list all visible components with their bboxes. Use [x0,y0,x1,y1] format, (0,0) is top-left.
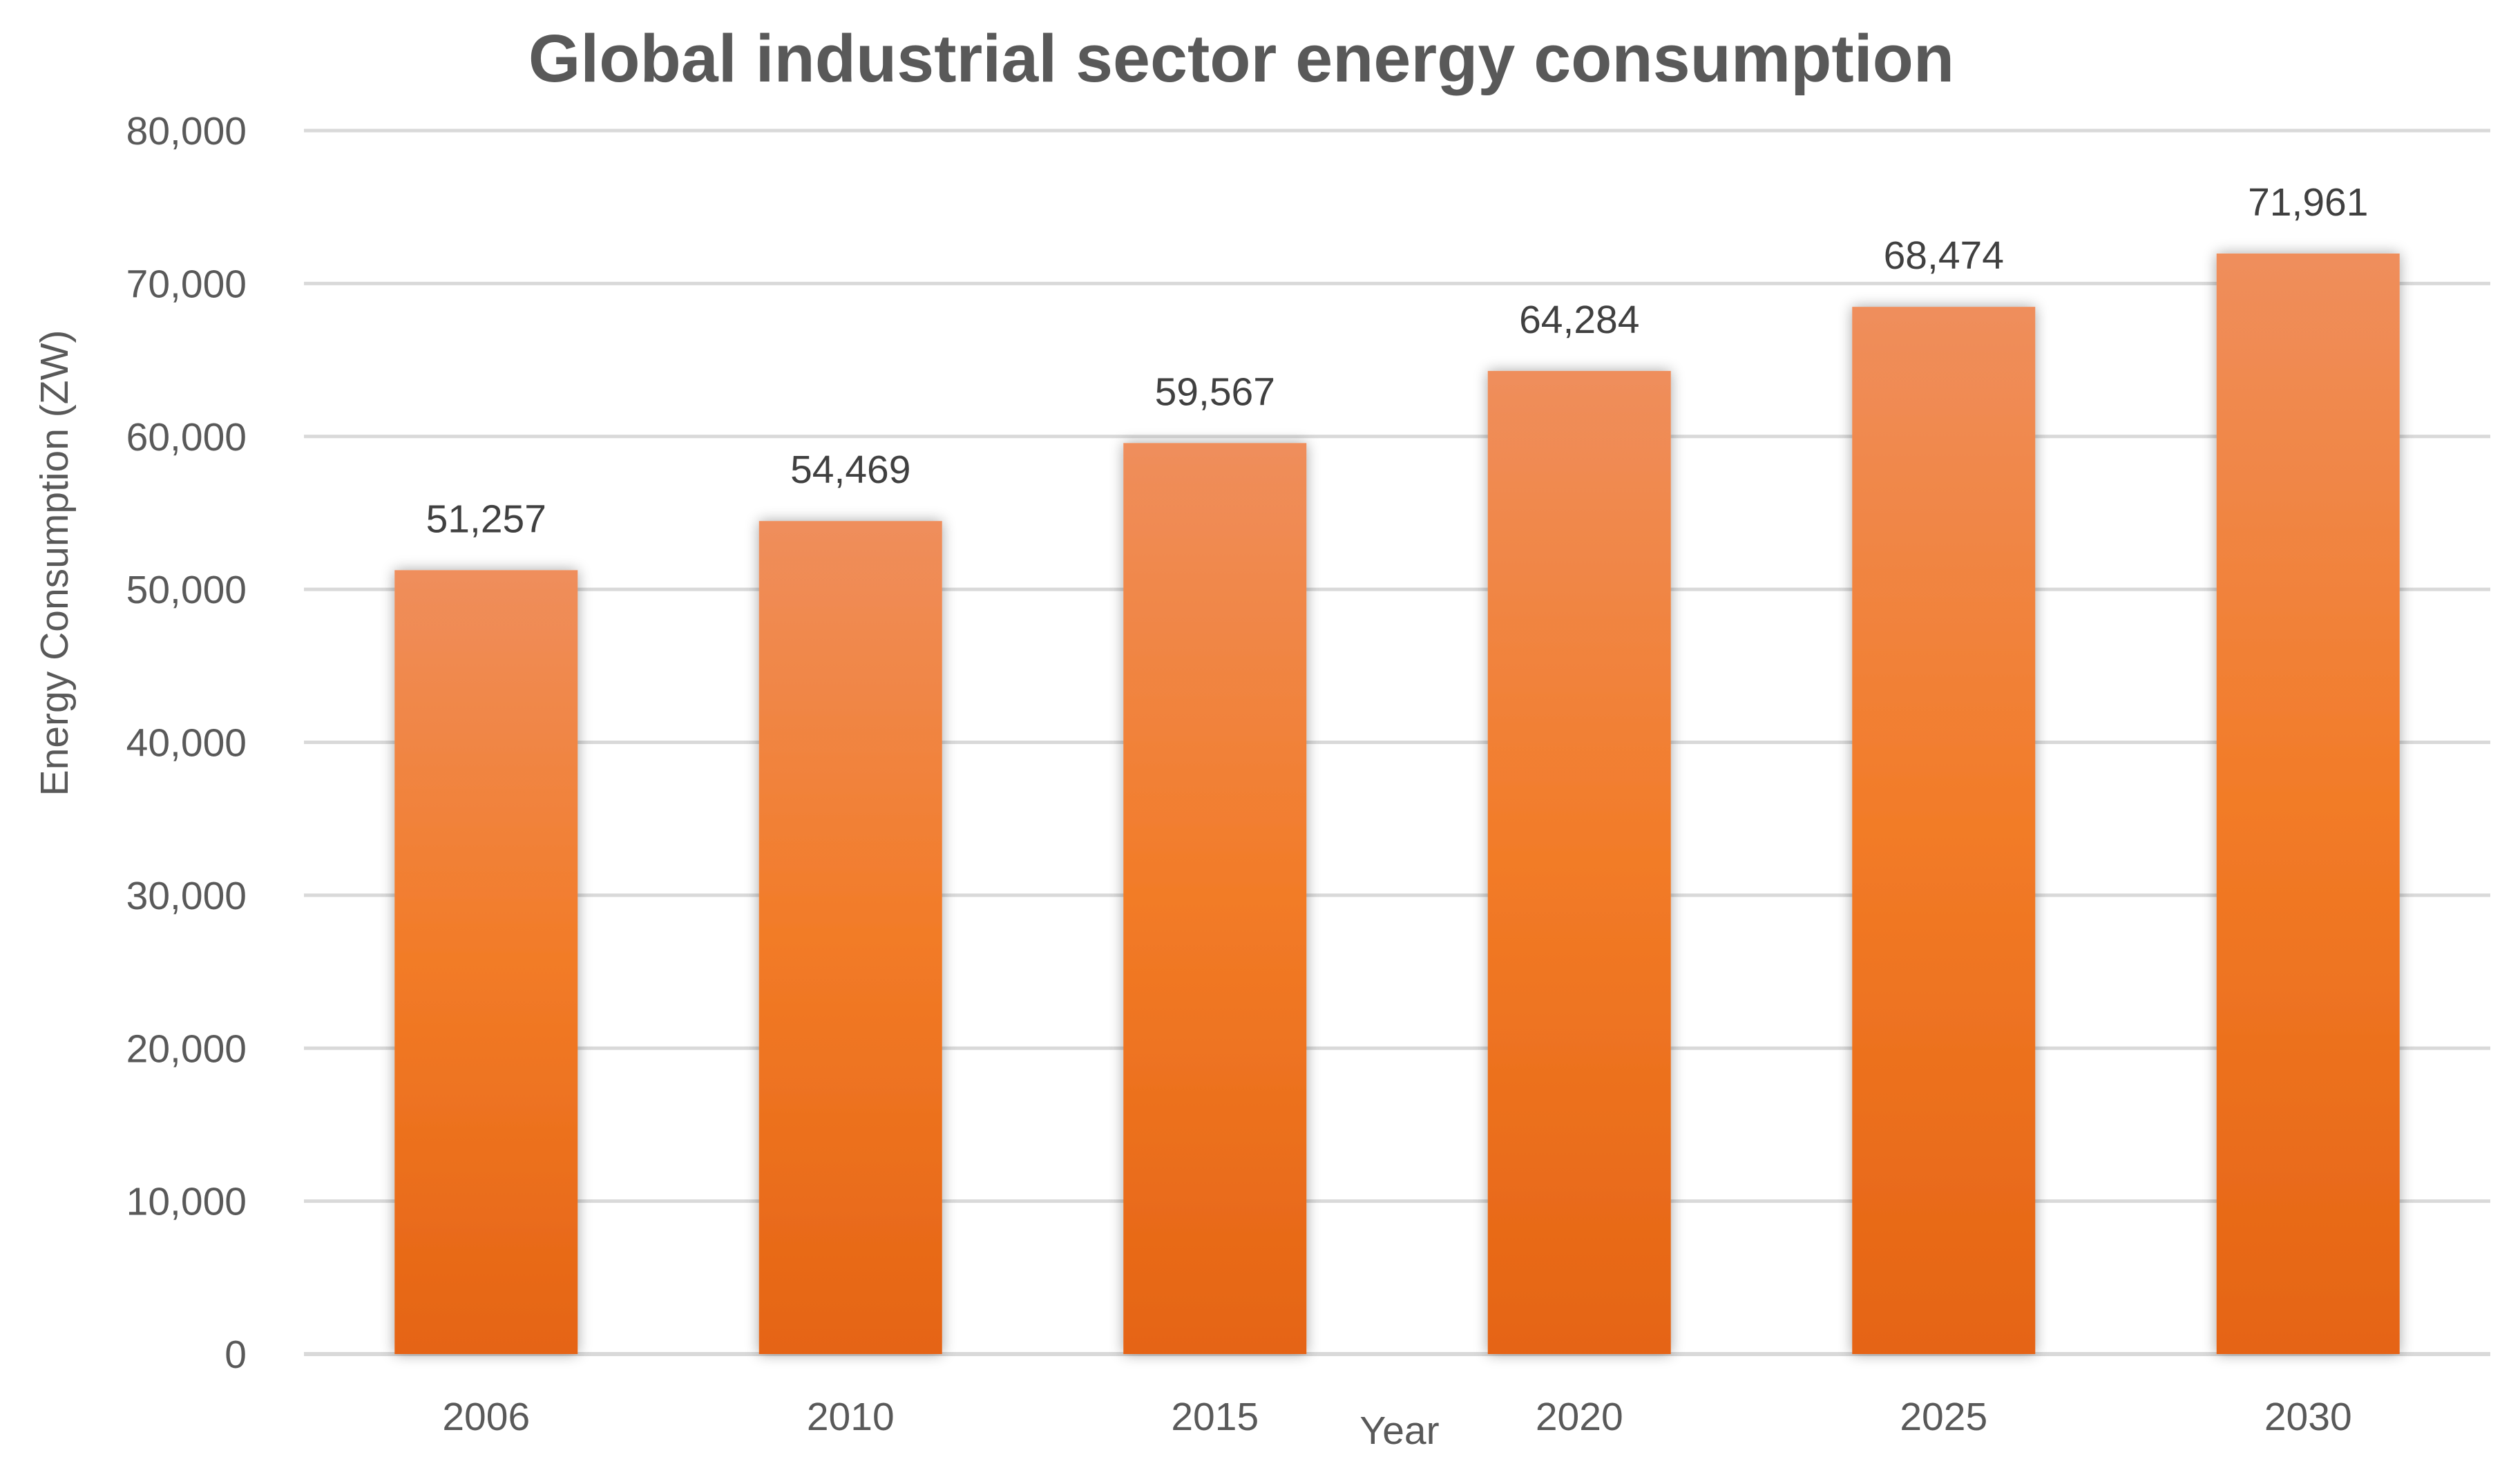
data-label: 64,284 [1519,298,1639,342]
data-labels: 51,257 54,469 59,567 64,284 68,474 71,961 [426,180,2369,541]
y-tick-label: 20,000 [126,1027,247,1071]
x-tick-label: 2015 [1171,1395,1259,1439]
data-label: 71,961 [2248,180,2368,225]
chart-title: Global industrial sector energy consumpt… [528,21,1954,96]
y-tick-label: 60,000 [126,415,247,459]
bar-2025 [1852,307,2036,1354]
y-tick-label: 50,000 [126,568,247,612]
data-label: 68,474 [1884,234,2004,278]
y-tick-label: 10,000 [126,1180,247,1224]
bar-2015 [1123,443,1307,1355]
x-axis-title: Year [1359,1409,1439,1453]
x-tick-label: 2006 [442,1395,530,1439]
data-label: 51,257 [426,497,546,541]
y-tick-label: 30,000 [126,874,247,918]
bar-2030 [2216,253,2400,1354]
bars [394,253,2400,1355]
y-axis-tick-labels: 0 10,000 20,000 30,000 40,000 50,000 60,000 70,… [126,109,247,1377]
data-label: 54,469 [790,448,910,492]
bar-2010 [758,521,942,1354]
x-axis-tick-labels: 2006 2010 2015 2020 2025 2030 [442,1395,2351,1439]
y-tick-label: 0 [225,1333,247,1377]
x-tick-label: 2030 [2264,1395,2352,1439]
gridlines [304,128,2490,1356]
bar-2020 [1487,370,1671,1354]
x-tick-label: 2010 [807,1395,895,1439]
data-label: 59,567 [1155,370,1275,414]
x-tick-label: 2020 [1536,1395,1623,1439]
x-tick-label: 2025 [1900,1395,1987,1439]
y-tick-label: 40,000 [126,721,247,765]
y-tick-label: 80,000 [126,109,247,153]
bar-2006 [394,570,578,1355]
y-axis-title: Energy Consumption (ZW) [32,330,77,797]
y-tick-label: 70,000 [126,262,247,306]
